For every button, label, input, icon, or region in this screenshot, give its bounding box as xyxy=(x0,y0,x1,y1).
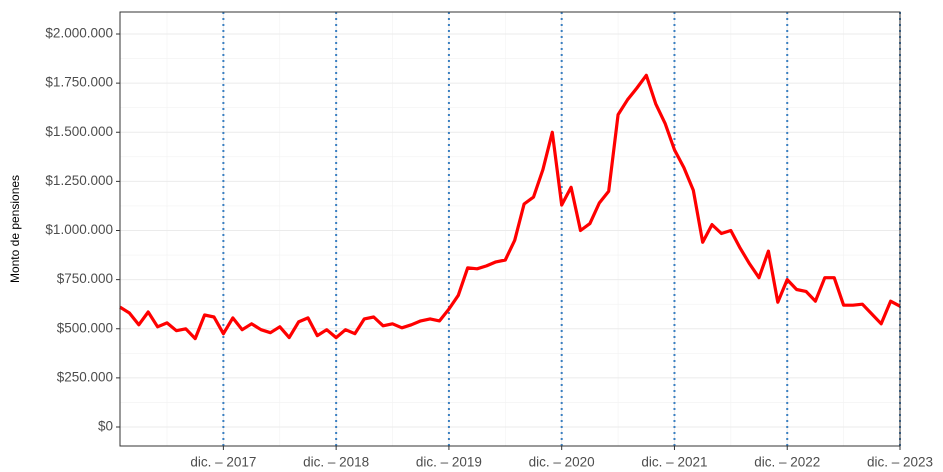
y-tick-label: $0 xyxy=(98,419,113,434)
panel-border xyxy=(119,11,901,447)
y-tick-label: $1.750.000 xyxy=(45,75,113,90)
x-tick-label: dic. – 2022 xyxy=(754,455,820,470)
x-tick-label: dic. – 2018 xyxy=(303,455,369,470)
x-tick-label: dic. – 2017 xyxy=(190,455,256,470)
x-tick-label: dic. – 2021 xyxy=(641,455,707,470)
y-tick-label: $2.000.000 xyxy=(45,26,113,41)
x-tick-label: dic. – 2023 xyxy=(867,455,933,470)
y-tick-label: $500.000 xyxy=(57,320,113,335)
x-tick-label: dic. – 2019 xyxy=(416,455,482,470)
data-line xyxy=(119,73,901,341)
y-tick-label: $1.500.000 xyxy=(45,124,113,139)
x-tick-label: dic. – 2020 xyxy=(529,455,595,470)
y-tick-label: $1.250.000 xyxy=(45,173,113,188)
y-tick-label: $250.000 xyxy=(57,369,113,384)
y-tick-label: $750.000 xyxy=(57,271,113,286)
y-tick-label: $1.000.000 xyxy=(45,222,113,237)
y-axis-label: Monto de pensiones xyxy=(8,175,22,283)
